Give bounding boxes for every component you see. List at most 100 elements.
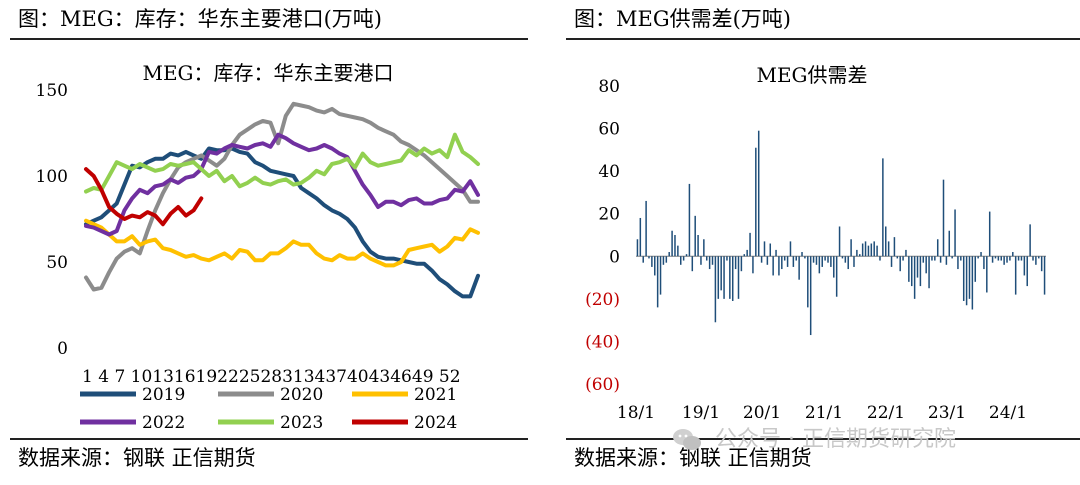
- bar: [668, 252, 670, 257]
- bar: [723, 256, 725, 299]
- bar: [954, 209, 956, 257]
- bar: [795, 256, 797, 261]
- bar: [1014, 256, 1017, 295]
- bar: [720, 256, 722, 291]
- bar: [801, 252, 803, 257]
- bar: [783, 256, 786, 261]
- bar: [899, 256, 901, 272]
- bar: [908, 256, 910, 282]
- bar: [778, 256, 780, 276]
- bar: [804, 256, 806, 259]
- y-tick-label: 0: [57, 339, 68, 359]
- bar: [711, 256, 714, 265]
- bar: [731, 256, 734, 301]
- bar: [922, 256, 925, 263]
- bar: [867, 245, 870, 257]
- x-tick-label: 20/1: [743, 403, 781, 423]
- bar: [734, 256, 737, 270]
- series-line-2019: [84, 146, 480, 299]
- y-tick-label: 60: [598, 120, 620, 140]
- x-tick-label: 19/1: [682, 403, 720, 423]
- bar: [850, 239, 852, 257]
- bar: [1032, 256, 1034, 261]
- bar: [957, 256, 959, 270]
- y-tick-label: 80: [598, 77, 620, 97]
- bar: [830, 256, 832, 267]
- bar: [925, 256, 927, 274]
- legend-label-2022: 2022: [142, 413, 185, 433]
- bar: [910, 256, 913, 287]
- bar: [682, 256, 685, 261]
- bar: [674, 235, 676, 257]
- bar: [1003, 256, 1005, 265]
- bar: [859, 254, 861, 257]
- bar: [824, 256, 826, 261]
- bar: [809, 256, 812, 336]
- supply-demand-bar-chart: MEG供需差 (60) (40) (20) 0 20 40 60 80 18/1 19/1 20/1 2…: [585, 63, 1046, 423]
- bar: [945, 256, 948, 265]
- bar: [896, 256, 899, 259]
- bar: [861, 243, 864, 257]
- bar: [902, 256, 904, 261]
- bar: [835, 256, 838, 297]
- left-header-rule: [10, 38, 528, 40]
- y-tick-label: 40: [598, 162, 620, 182]
- bar: [905, 249, 907, 257]
- bar: [729, 256, 731, 299]
- bar: [639, 217, 642, 257]
- bar: [942, 179, 945, 257]
- bar: [873, 241, 875, 257]
- right-footer-rule: [566, 438, 1080, 440]
- bar: [769, 243, 772, 257]
- bar: [746, 249, 748, 257]
- bar: [853, 256, 855, 267]
- y-tick-label: (20): [585, 290, 620, 310]
- series-line-2020: [84, 101, 480, 292]
- bar: [818, 256, 821, 274]
- bar: [841, 256, 844, 259]
- bar: [1040, 256, 1043, 272]
- bar: [885, 226, 887, 257]
- bar: [882, 158, 884, 257]
- bar: [951, 256, 953, 259]
- bar: [760, 256, 763, 263]
- bar: [737, 256, 740, 299]
- bar: [844, 256, 847, 263]
- bar: [781, 256, 783, 270]
- bar: [1000, 256, 1002, 261]
- bar: [1009, 256, 1011, 261]
- bar: [968, 256, 971, 299]
- bar: [827, 256, 829, 263]
- bar: [919, 256, 922, 287]
- bar: [766, 256, 769, 265]
- bar: [697, 235, 699, 257]
- bar: [694, 215, 696, 257]
- bar: [847, 256, 849, 270]
- legend-label-2020: 2020: [280, 385, 323, 405]
- bar: [772, 256, 774, 276]
- bar: [977, 256, 979, 259]
- bar: [703, 239, 705, 257]
- series-line-2022: [84, 132, 480, 237]
- watermark: 公众号 · 正信期货研究院: [672, 422, 1052, 458]
- bar: [752, 256, 754, 274]
- x-tick-label: 18/1: [617, 403, 655, 423]
- bar: [815, 256, 818, 265]
- series-line-2021: [84, 218, 480, 268]
- legend-label-2023: 2023: [280, 413, 323, 433]
- bar: [685, 254, 688, 257]
- bar: [1012, 252, 1014, 257]
- y-tick-label: (60): [585, 375, 620, 395]
- bar: [708, 256, 711, 270]
- bar: [665, 256, 668, 263]
- bar: [960, 256, 962, 261]
- x-tick-labels: 1 4 7 1013161922252831343740434649 52: [82, 367, 461, 387]
- series-line-2023: [84, 132, 480, 194]
- bar: [662, 256, 665, 265]
- bar: [887, 241, 890, 257]
- bar: [928, 256, 930, 289]
- bar: [717, 256, 720, 299]
- bar: [1038, 256, 1040, 259]
- bar: [749, 232, 751, 257]
- bar: [812, 256, 815, 263]
